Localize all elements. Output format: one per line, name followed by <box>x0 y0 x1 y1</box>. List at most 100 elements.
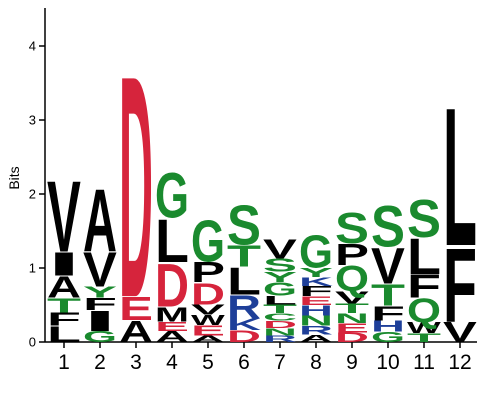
logo-letter: Y <box>83 284 117 301</box>
logo-letter: L <box>263 293 297 307</box>
logo-letter: A <box>191 334 225 344</box>
logo-letter: D <box>335 330 369 345</box>
logo-letter: S <box>335 204 369 252</box>
logo-letter: Q <box>407 293 441 330</box>
logo-letter: G <box>299 225 333 277</box>
logo-letter: I <box>47 246 81 283</box>
logo-letter: E <box>155 319 189 334</box>
logo-letter: A <box>299 333 333 344</box>
logo-letter: R <box>227 288 261 325</box>
logo-letter: V <box>371 237 405 294</box>
logo-letter: W <box>191 312 225 328</box>
logo-letter: V <box>191 302 225 318</box>
logo-letter: R <box>263 334 297 344</box>
logo-letter: A <box>47 270 81 304</box>
logo-letter: T <box>335 301 369 316</box>
logo-letter: V <box>263 233 297 264</box>
x-tick-label: 11 <box>413 351 435 374</box>
logo-letter: E <box>119 291 153 328</box>
logo-letter: G <box>191 209 225 275</box>
logo-letter: F <box>371 302 405 325</box>
logo-letter: K <box>299 275 333 289</box>
logo-letter: H <box>299 303 333 319</box>
y-tick-label: 1 <box>29 261 36 276</box>
logo-letter: Q <box>335 259 369 299</box>
logo-letter: F <box>443 225 477 344</box>
logo-letter: V <box>47 161 81 273</box>
logo-letter: C <box>263 311 297 322</box>
x-tick-label: 1 <box>58 351 70 374</box>
logo-letter: D <box>227 328 261 346</box>
logo-letter: F <box>83 295 117 314</box>
x-tick-label: 7 <box>274 351 286 374</box>
logo-letter: D <box>191 277 225 311</box>
logo-letter: F <box>407 268 441 305</box>
logo-letter: G <box>155 161 189 232</box>
y-axis-ticks: 0 1 2 3 4 <box>29 39 45 350</box>
logo-letter: S <box>371 193 405 259</box>
x-tick-label: 3 <box>130 351 142 374</box>
logo-letter: T <box>227 238 261 273</box>
y-tick-label: 4 <box>29 39 36 54</box>
logo-letter: L <box>407 229 441 286</box>
logo-letter: G <box>371 329 405 345</box>
logo-letter: N <box>335 311 369 326</box>
y-tick-label: 2 <box>29 187 36 202</box>
logo-letter: E <box>299 294 333 308</box>
logo-letter: N <box>299 313 333 329</box>
x-tick-label: 12 <box>448 351 471 374</box>
x-tick-label: 8 <box>310 351 322 374</box>
y-axis-label: Bits <box>6 166 22 189</box>
logo-letter: S <box>407 190 441 249</box>
logo-letter: K <box>227 316 262 334</box>
logo-letter: L <box>227 260 261 304</box>
logo-letter: H <box>371 318 405 335</box>
x-axis-ticks: 1 2 3 4 5 6 7 8 9 10 11 12 <box>58 342 472 374</box>
logo-letter: A <box>155 328 189 345</box>
logo-letter: E <box>191 322 225 338</box>
logo-letter: D <box>119 9 153 363</box>
logo-letter: L <box>443 67 477 288</box>
logo-letter: V <box>83 242 117 297</box>
logo-letter: L <box>155 207 189 275</box>
logo-letter: M <box>155 303 189 326</box>
logo-letter: W <box>407 319 441 336</box>
x-tick-label: 2 <box>94 351 106 374</box>
logo-letter: S <box>227 194 261 257</box>
logo-letter: R <box>299 324 333 338</box>
logo-letter: Y <box>299 265 333 280</box>
logo-letter: T <box>371 278 405 313</box>
logo-letter: T <box>263 302 298 316</box>
x-tick-label: 5 <box>202 351 214 374</box>
x-tick-label: 4 <box>166 351 178 374</box>
x-tick-label: 6 <box>238 351 250 374</box>
logo-letter: E <box>335 320 369 335</box>
logo-letter: D <box>263 319 297 330</box>
logo-letter: G <box>83 328 117 345</box>
logo-letter: T <box>407 331 442 345</box>
y-tick-label: 0 <box>29 335 36 350</box>
logo-letter: I <box>83 305 117 337</box>
logo-letter: T <box>47 294 81 317</box>
logo-letter: F <box>47 309 81 330</box>
logo-column: VFL <box>443 67 477 349</box>
logo-letter: V <box>335 288 370 307</box>
logo-letter: P <box>335 237 369 271</box>
logo-letter: A <box>83 171 117 271</box>
y-tick-label: 3 <box>29 113 36 128</box>
logo-letter: D <box>155 250 189 320</box>
logo-letter: G <box>263 279 297 299</box>
x-tick-label: 10 <box>376 351 399 374</box>
logo-letter: N <box>263 326 297 337</box>
